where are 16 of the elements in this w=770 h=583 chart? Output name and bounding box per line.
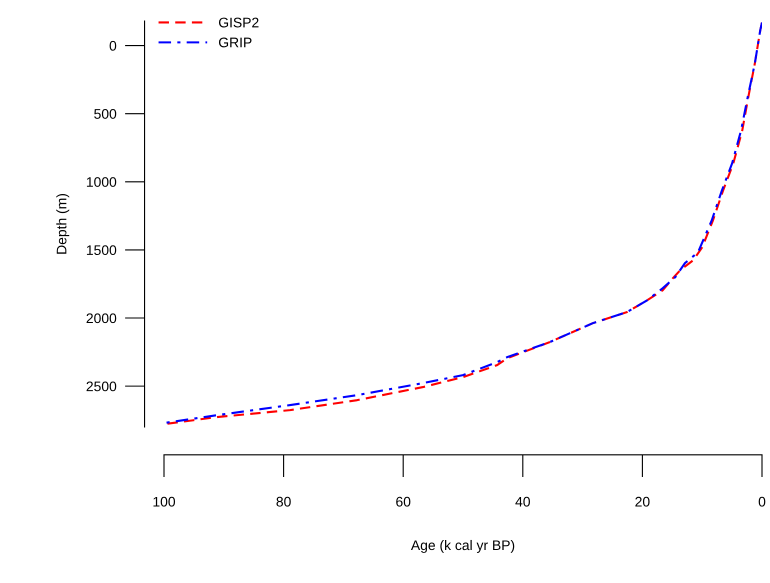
y-tick-label: 0 [110, 40, 116, 51]
y-tick-label: 2500 [86, 381, 116, 392]
x-tick-label: 80 [276, 496, 291, 507]
x-tick-label: 100 [153, 496, 176, 507]
legend-label: GRIP [218, 38, 252, 48]
x-tick-label: 40 [515, 496, 530, 507]
y-tick-label: 1500 [86, 245, 116, 256]
y-tick-label: 2000 [86, 313, 116, 324]
x-tick-label: 0 [758, 496, 766, 507]
y-tick-label: 1000 [86, 177, 116, 187]
x-tick-label: 20 [635, 496, 650, 507]
x-tick-label: 60 [396, 496, 410, 507]
y-axis-title: Depth (m) [56, 194, 70, 254]
legend-label: GISP2 [218, 18, 258, 28]
x-axis-title: Age (k cal yr BP) [410, 540, 514, 553]
y-tick-label: 500 [94, 108, 116, 119]
